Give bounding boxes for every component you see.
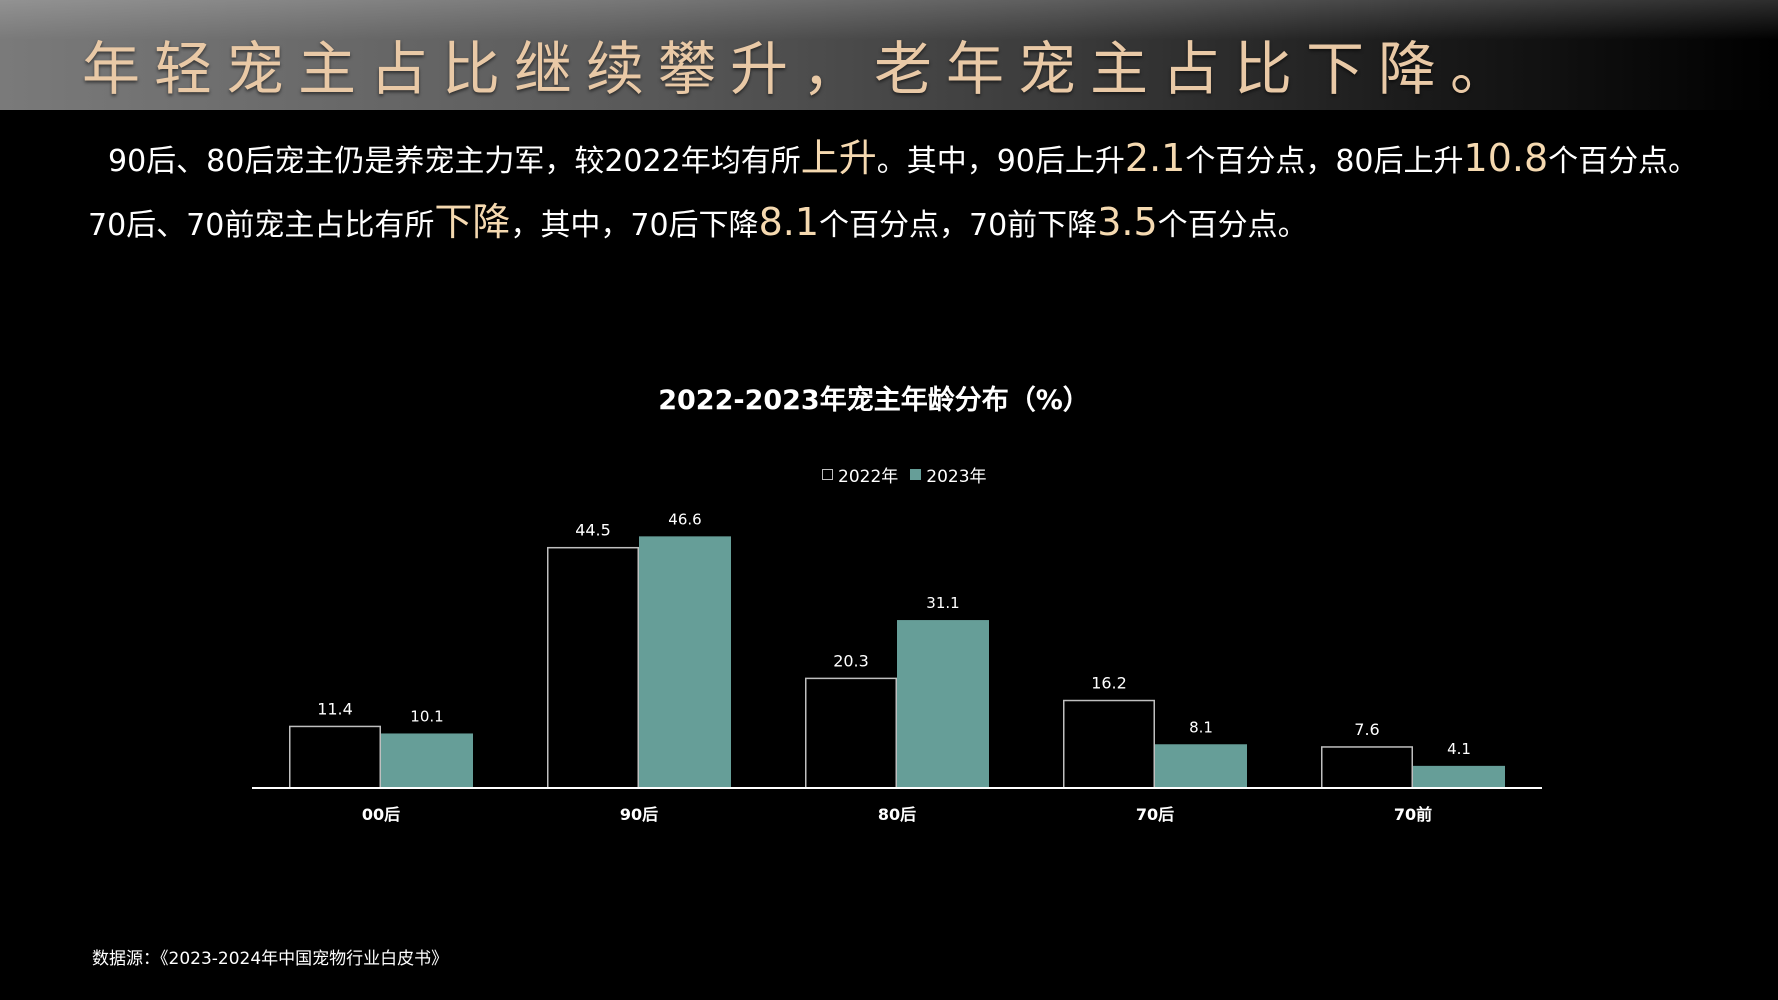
legend-label-2022: 2022年: [838, 467, 899, 487]
x-tick-label: 70后: [1136, 805, 1174, 824]
bar-2023年-80后: [897, 620, 989, 788]
chart-title: 2022-2023年宠主年龄分布（%）: [658, 385, 1090, 416]
legend-swatch-2022: [822, 469, 833, 480]
summary-highlight: 10.8: [1463, 136, 1549, 180]
page-title: 年轻宠主占比继续攀升，老年宠主占比下降。: [82, 35, 1523, 103]
source-note: 数据源：《2023-2024年中国宠物行业白皮书》: [92, 949, 449, 969]
bar-2022年-00后: [289, 725, 381, 789]
bar-2022年-70后: [1063, 699, 1155, 789]
summary-segment: ，其中，70后下降: [510, 208, 759, 243]
data-label: 44.5: [575, 521, 611, 540]
summary-highlight: 3.5: [1097, 200, 1158, 244]
chart-container: 2022-2023年宠主年龄分布（%） 2022年 2023年 11.4 10.1…: [0, 370, 1778, 850]
summary-segment: 个百分点，80后上升: [1185, 144, 1464, 179]
x-tick-label: 80后: [878, 805, 916, 824]
data-label: 10.1: [410, 707, 443, 725]
summary-segment: 个百分点。: [1157, 208, 1308, 243]
data-label: 46.6: [668, 510, 701, 528]
data-label: 11.4: [317, 699, 353, 718]
bar-2023年-00后: [381, 733, 473, 788]
summary-segment: 90后、80后宠主仍是养宠主力军，较2022年均有所: [108, 144, 801, 179]
data-label: 8.1: [1189, 718, 1213, 736]
bar-chart: 11.4 10.1 00后 44.5 46.6 90后 20.3 31.1 80后 16.2 8.1…: [252, 510, 1542, 824]
summary-segment: 个百分点，70前下降: [819, 208, 1098, 243]
bar-2023年-70前: [1413, 765, 1505, 788]
summary-highlight: 2.1: [1124, 136, 1186, 180]
bar-2022年-90后: [547, 546, 639, 789]
summary-highlight: 下降: [434, 200, 511, 244]
x-tick-label: 90后: [620, 805, 658, 824]
legend-swatch-2023: [910, 469, 922, 480]
data-label: 7.6: [1354, 720, 1379, 739]
bar-2022年-70前: [1321, 746, 1413, 789]
legend-item-2022: 2022年: [822, 462, 898, 487]
summary-highlight: 8.1: [758, 200, 819, 244]
data-label: 31.1: [926, 594, 959, 612]
summary-segment: 个百分点。: [1548, 144, 1699, 179]
bar-2022年-80后: [805, 677, 897, 789]
bar-2023年-90后: [639, 536, 731, 788]
data-label: 16.2: [1091, 674, 1127, 693]
summary-segment: 70后、70前宠主占比有所: [88, 208, 435, 243]
data-label: 20.3: [833, 651, 869, 670]
legend-label-2023: 2023年: [926, 467, 987, 487]
header-banner: 年轻宠主占比继续攀升，老年宠主占比下降。: [0, 0, 1778, 110]
x-tick-label: 70前: [1394, 805, 1432, 824]
bar-2023年-70后: [1155, 744, 1247, 788]
summary-text: 90后、80后宠主仍是养宠主力军，较2022年均有所上升。其中，90后上升2.1…: [88, 128, 1768, 256]
summary-segment: 。其中，90后上升: [876, 144, 1125, 179]
summary-highlight: 上升: [800, 136, 877, 180]
data-label: 4.1: [1447, 740, 1471, 758]
x-tick-label: 00后: [362, 805, 400, 824]
chart-legend: 2022年 2023年: [822, 462, 999, 487]
summary-line-2: 70后、70前宠主占比有所下降，其中，70后下降8.1个百分点，70前下降3.5…: [88, 192, 1768, 256]
summary-line-1: 90后、80后宠主仍是养宠主力军，较2022年均有所上升。其中，90后上升2.1…: [88, 128, 1768, 192]
legend-item-2023: 2023年: [910, 462, 987, 487]
